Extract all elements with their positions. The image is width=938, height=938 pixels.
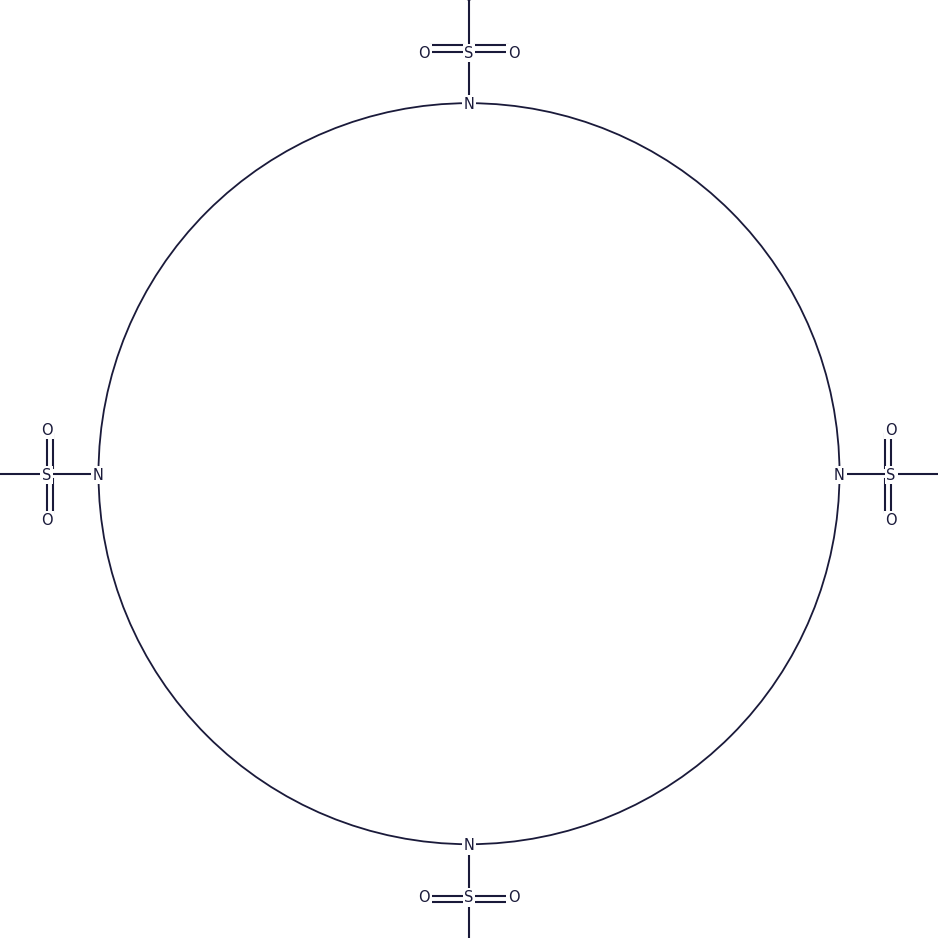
Text: O: O: [41, 423, 53, 438]
Text: S: S: [42, 468, 52, 483]
Text: S: S: [886, 468, 896, 483]
Text: S: S: [464, 890, 474, 905]
Text: O: O: [418, 890, 430, 905]
Text: O: O: [418, 46, 430, 61]
Text: S: S: [464, 46, 474, 61]
Text: N: N: [834, 468, 845, 483]
Text: O: O: [508, 46, 520, 61]
Text: N: N: [93, 468, 104, 483]
Text: O: O: [885, 423, 897, 438]
Text: N: N: [463, 839, 475, 854]
Text: O: O: [508, 890, 520, 905]
Text: N: N: [463, 98, 475, 113]
Text: O: O: [885, 513, 897, 528]
Text: O: O: [41, 513, 53, 528]
